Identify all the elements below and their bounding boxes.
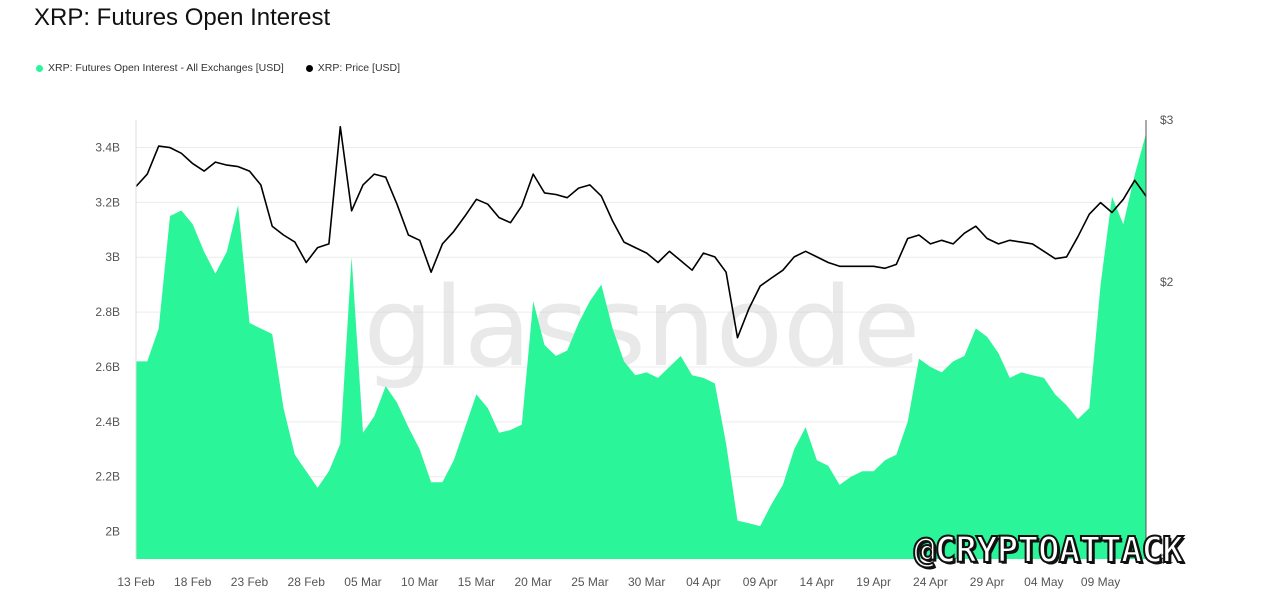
chart-title: XRP: Futures Open Interest [34,4,331,31]
x-tick-label: 09 Apr [743,575,778,589]
chart-legend: XRP: Futures Open Interest - All Exchang… [36,62,400,74]
y-right-tick-label: $1 [1160,552,1174,566]
open-interest-area-group [136,133,1146,559]
y-left-tick-label: 2.2B [95,470,120,484]
x-tick-label: 29 Apr [970,575,1005,589]
x-tick-label: 04 Apr [686,575,721,589]
x-tick-label: 18 Feb [174,575,212,589]
x-tick-label: 19 Apr [856,575,891,589]
y-left-tick-label: 2.8B [95,305,120,319]
price-line [135,125,1147,339]
legend-item-open-interest[interactable]: XRP: Futures Open Interest - All Exchang… [36,62,284,74]
legend-label-open-interest: XRP: Futures Open Interest - All Exchang… [48,62,284,74]
right-axis-labels: $1 $2 $3 [1160,113,1174,566]
watermark-text: glassnode [364,263,921,391]
y-right-tick-label: $3 [1160,113,1174,127]
x-tick-label: 24 Apr [913,575,948,589]
x-tick-label: 05 Mar [344,575,381,589]
x-tick-label: 23 Feb [231,575,269,589]
y-left-tick-label: 2.4B [95,415,120,429]
x-tick-label: 14 Apr [800,575,835,589]
legend-swatch-open-interest [36,64,43,72]
x-tick-label: 04 May [1024,575,1063,589]
legend-swatch-price [305,64,313,72]
y-right-tick-label: $2 [1160,275,1174,289]
x-tick-label: 25 Mar [571,575,608,589]
y-left-tick-label: 2B [105,525,120,539]
x-tick-label: 28 Feb [288,575,326,589]
x-tick-label: 15 Mar [458,575,495,589]
legend-item-price[interactable]: XRP: Price [USD] [305,62,401,74]
x-tick-label: 10 Mar [401,575,438,589]
x-tick-label: 09 May [1081,575,1120,589]
open-interest-area [136,133,1146,559]
left-axis-labels: 2B 2.2B 2.4B 2.6B 2.8B 3B 3.2B 3.4B [95,140,120,538]
price-line-group [135,125,1147,339]
x-axis-labels: 13 Feb 18 Feb 23 Feb 28 Feb 05 Mar 10 Mar 15 M… [117,575,1120,589]
y-left-tick-label: 3.2B [95,195,120,209]
x-tick-label: 30 Mar [628,575,665,589]
x-tick-label: 20 Mar [515,575,552,589]
y-left-tick-label: 3B [105,250,120,264]
y-left-tick-label: 2.6B [95,360,120,374]
watermark-stamp: @CRYPTOATTACK [913,529,1185,572]
legend-label-price: XRP: Price [USD] [317,62,401,74]
x-tick-label: 13 Feb [117,575,155,589]
axes [135,120,1147,559]
y-left-tick-label: 3.4B [95,140,120,154]
